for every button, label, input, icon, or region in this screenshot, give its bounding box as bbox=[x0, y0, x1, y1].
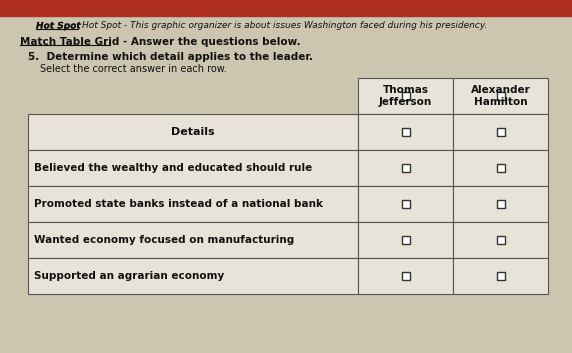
Bar bbox=[402, 200, 410, 208]
Text: Promoted state banks instead of a national bank: Promoted state banks instead of a nation… bbox=[34, 199, 323, 209]
Text: Hot Spot: Hot Spot bbox=[36, 22, 81, 30]
Bar bbox=[402, 236, 410, 244]
Bar bbox=[496, 272, 505, 280]
Bar bbox=[402, 128, 410, 136]
Text: Supported an agrarian economy: Supported an agrarian economy bbox=[34, 271, 224, 281]
Bar bbox=[358, 258, 453, 294]
Text: Thomas
Jefferson: Thomas Jefferson bbox=[379, 85, 432, 107]
Bar bbox=[358, 114, 453, 150]
Bar bbox=[402, 164, 410, 172]
Bar bbox=[453, 150, 548, 186]
Bar bbox=[358, 150, 453, 186]
Bar bbox=[28, 150, 358, 186]
Bar bbox=[453, 258, 548, 294]
Text: Details: Details bbox=[171, 127, 215, 137]
Bar bbox=[496, 164, 505, 172]
Bar bbox=[453, 78, 548, 114]
Text: Alexander
Hamilton: Alexander Hamilton bbox=[471, 85, 530, 107]
Text: Believed the wealthy and educated should rule: Believed the wealthy and educated should… bbox=[34, 163, 312, 173]
Text: Hot Spot - This graphic organizer is about issues Washington faced during his pr: Hot Spot - This graphic organizer is abo… bbox=[82, 22, 488, 30]
Bar bbox=[453, 222, 548, 258]
Bar bbox=[28, 258, 358, 294]
Bar bbox=[496, 92, 505, 100]
Bar bbox=[496, 128, 505, 136]
Bar bbox=[453, 114, 548, 150]
Bar bbox=[0, 0, 572, 16]
Text: Match Table Grid - Answer the questions below.: Match Table Grid - Answer the questions … bbox=[20, 37, 301, 47]
Bar bbox=[496, 200, 505, 208]
Bar bbox=[358, 78, 453, 114]
Bar bbox=[28, 114, 358, 150]
Bar bbox=[358, 222, 453, 258]
Bar bbox=[28, 186, 358, 222]
Bar bbox=[453, 186, 548, 222]
Text: 5.  Determine which detail applies to the leader.: 5. Determine which detail applies to the… bbox=[28, 52, 313, 62]
Bar bbox=[358, 186, 453, 222]
Text: Select the correct answer in each row.: Select the correct answer in each row. bbox=[40, 64, 227, 74]
Bar bbox=[28, 222, 358, 258]
Bar bbox=[402, 272, 410, 280]
Bar bbox=[496, 236, 505, 244]
Bar bbox=[402, 92, 410, 100]
Text: Wanted economy focused on manufacturing: Wanted economy focused on manufacturing bbox=[34, 235, 294, 245]
